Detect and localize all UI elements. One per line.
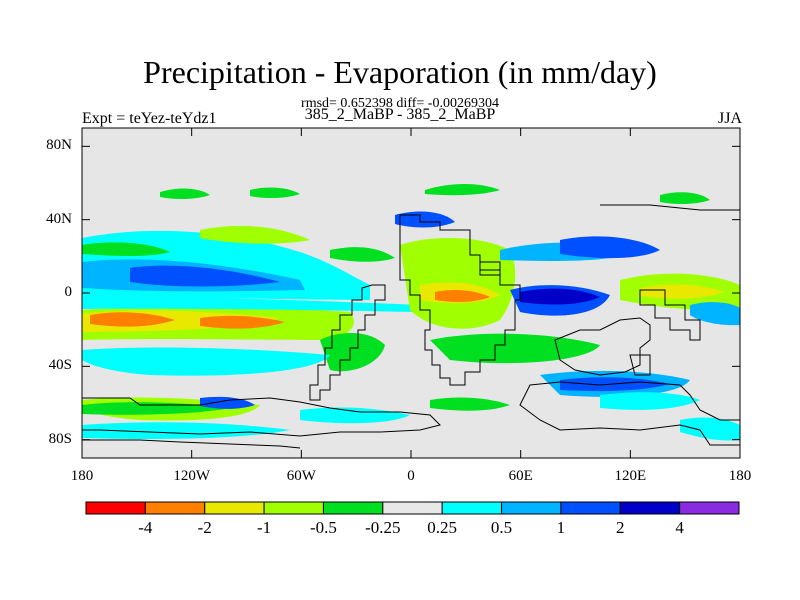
x-tick-label: 180 — [70, 468, 94, 484]
x-tick-label: 120E — [614, 468, 647, 484]
chart-title: Precipitation - Evaporation (in mm/day) — [143, 54, 657, 90]
axis-ticks — [81, 128, 741, 458]
colorbar — [85, 501, 740, 515]
y-tick-label: 40N — [46, 210, 72, 227]
colorbar-level-label: -1 — [256, 518, 272, 537]
x-tick-label: 60E — [508, 468, 533, 484]
map-field — [82, 128, 740, 458]
colorbar-swatch — [144, 501, 206, 515]
colorbar-swatch — [382, 501, 443, 515]
x-tick-label: 0 — [407, 468, 415, 484]
colorbar-swatch — [263, 501, 324, 515]
colorbar-level-label: -2 — [197, 518, 212, 537]
x-tick-label: 60W — [286, 468, 316, 484]
stats-line: rmsd= 0.652398 diff= -0.00269304 — [301, 96, 499, 111]
colorbar-swatch — [441, 501, 503, 515]
colorbar-swatch — [322, 501, 384, 515]
colorbar-level-label: -0.5 — [309, 518, 337, 537]
experiment-label: Expt = teYez-teYdz1 — [82, 110, 217, 127]
x-tick-label: 120W — [173, 468, 210, 484]
y-tick-label: 0 — [64, 284, 73, 300]
colorbar-level-label: 2 — [616, 518, 625, 537]
colorbar-level-label: 0.5 — [490, 518, 513, 537]
colorbar-level-label: 1 — [556, 518, 566, 537]
colorbar-level-label: 4 — [675, 518, 684, 537]
y-tick-label: 40S — [48, 357, 72, 374]
colorbar-swatch — [501, 501, 562, 515]
colorbar-swatch — [85, 501, 146, 515]
colorbar-level-label: -4 — [138, 518, 153, 537]
colorbar-level-label: -0.25 — [365, 518, 401, 537]
x-tick-label: 180 — [728, 468, 752, 484]
colorbar-level-label: 0.25 — [427, 518, 458, 537]
season-label: JJA — [717, 110, 742, 127]
y-tick-label: 80N — [46, 137, 72, 154]
case-label: 385_2_MaBP - 385_2_MaBP — [304, 106, 496, 123]
colorbar-swatch — [679, 501, 740, 515]
colorbar-swatch — [619, 501, 681, 515]
colorbar-swatch — [560, 501, 621, 515]
y-tick-label: 80S — [48, 430, 72, 447]
colorbar-swatch — [204, 501, 265, 515]
coastlines — [82, 204, 740, 449]
